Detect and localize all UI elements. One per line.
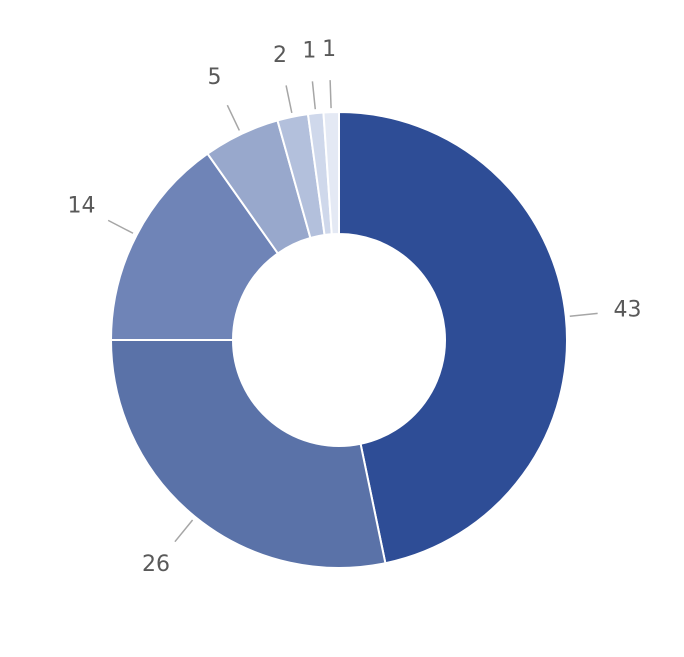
data-label: 26 [142,552,170,577]
donut-slice [109,152,280,341]
data-label: 43 [613,297,641,322]
leader-line [569,312,598,318]
leader-line [174,519,194,543]
leader-line [311,81,317,110]
donut-slice [322,110,340,236]
data-label: 1 [322,37,336,62]
data-label: 2 [273,43,287,68]
data-label: 1 [302,39,316,64]
data-label: 5 [207,65,221,90]
leader-line [107,219,134,234]
data-label: 14 [68,194,96,219]
leader-line [329,80,332,109]
leader-line [226,104,241,131]
donut-slice [338,110,568,565]
leader-line [285,85,293,114]
donut-slice [109,339,387,569]
